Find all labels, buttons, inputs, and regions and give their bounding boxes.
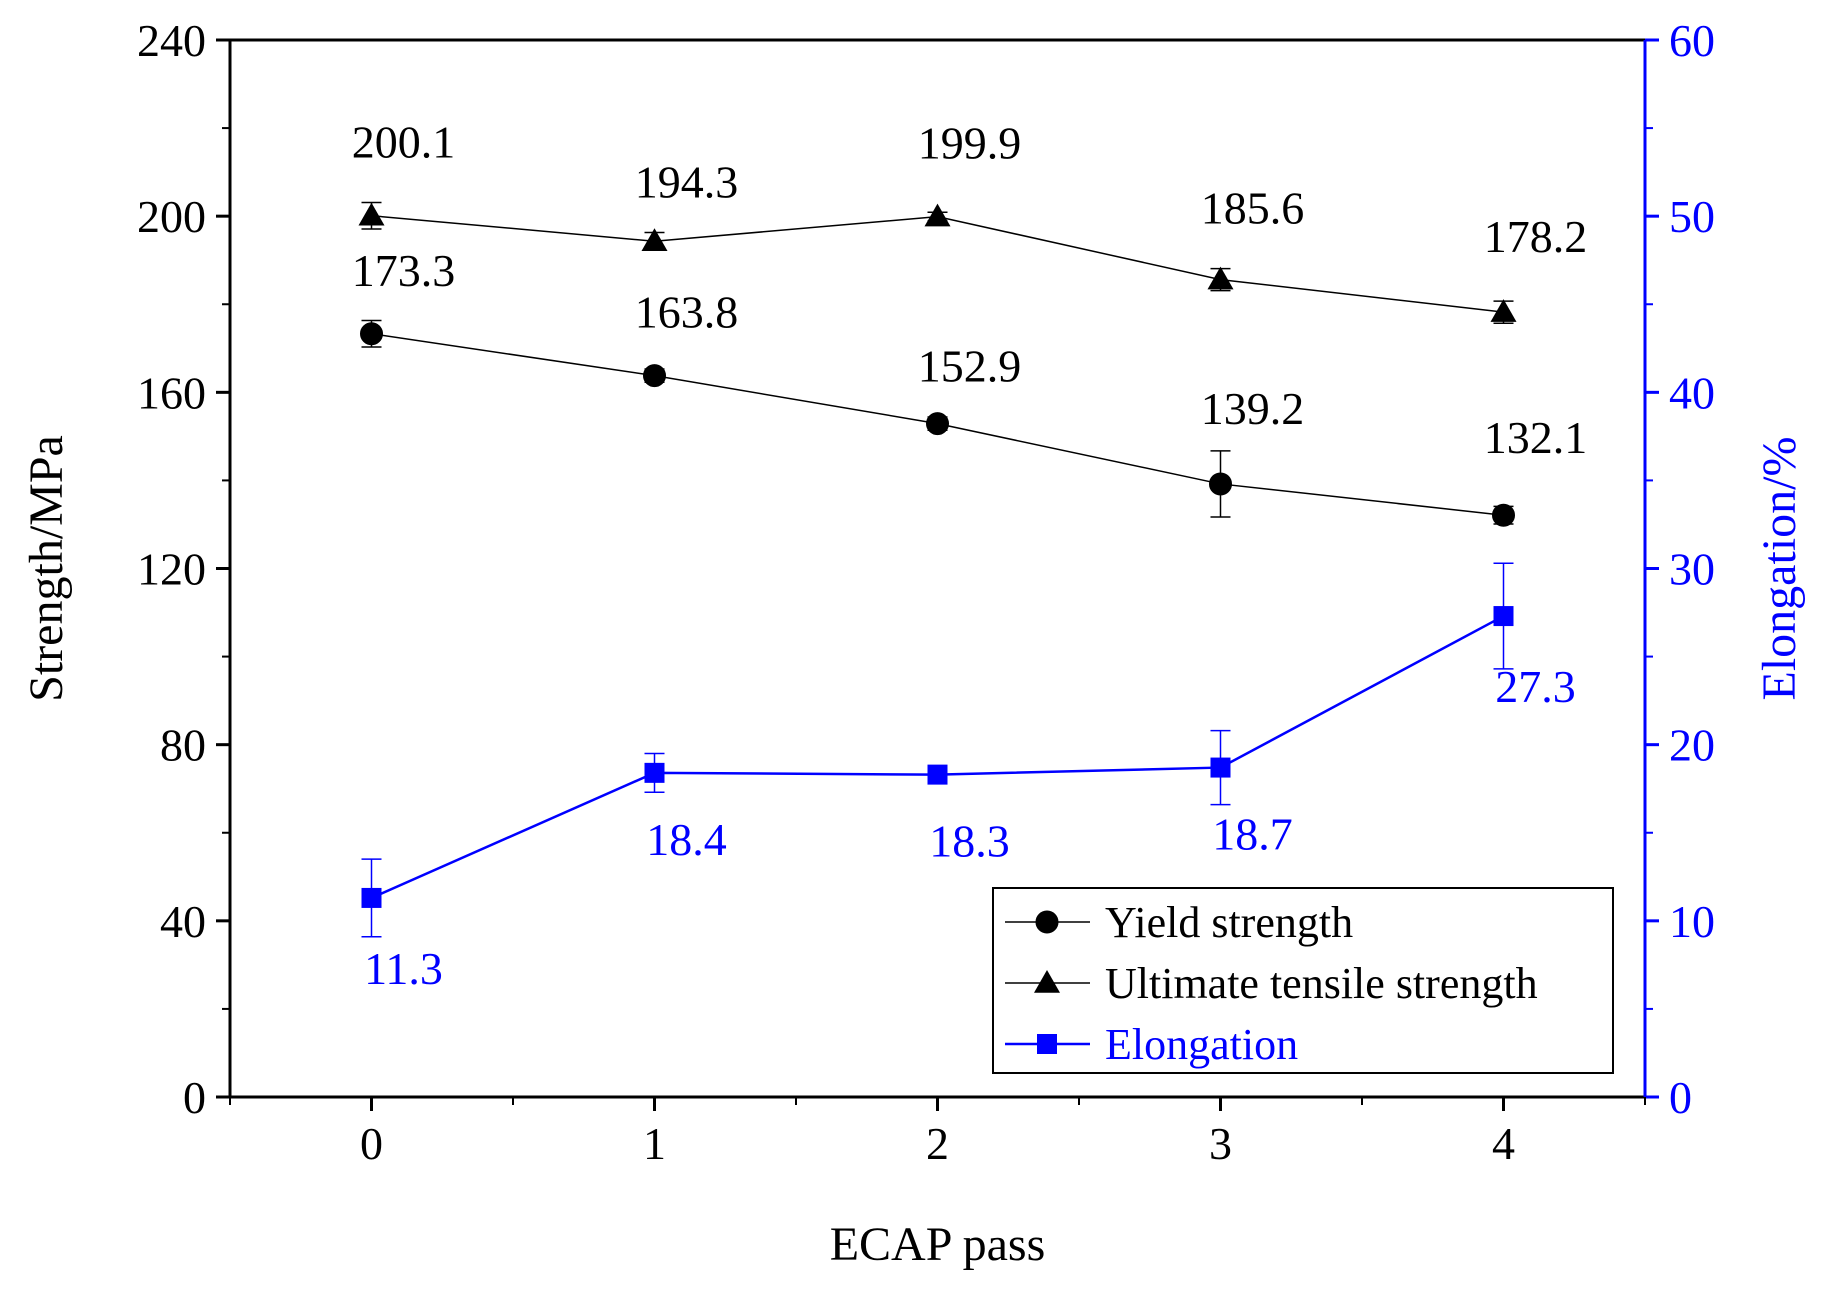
series-yield-strength [360, 319, 1515, 527]
left-axis-title: Strength/MPa [20, 435, 73, 702]
data-point-ultimate-tensile-strength [1490, 299, 1517, 322]
data-label-ultimate-tensile-strength: 200.1 [352, 117, 456, 168]
x-tick-label: 3 [1209, 1118, 1232, 1169]
data-point-yield-strength [1492, 503, 1515, 527]
data-label-elongation: 18.3 [929, 816, 1010, 867]
left-tick-label: 240 [137, 15, 206, 66]
data-label-elongation: 11.3 [364, 943, 443, 994]
legend-label-elongation: Elongation [1105, 1020, 1298, 1069]
series-line-ultimate-tensile-strength [371, 214, 1504, 313]
legend-label-ultimate-tensile-strength: Ultimate tensile strength [1105, 959, 1538, 1008]
data-point-elongation [1210, 757, 1231, 778]
data-point-yield-strength [1209, 472, 1232, 496]
data-label-ultimate-tensile-strength: 178.2 [1484, 211, 1588, 262]
left-tick-label: 160 [137, 367, 206, 418]
x-tick-label: 2 [926, 1118, 949, 1169]
right-tick-label: 60 [1669, 15, 1715, 66]
right-tick-label: 50 [1669, 191, 1715, 242]
data-label-yield-strength: 152.9 [918, 341, 1022, 392]
data-label-yield-strength: 163.8 [635, 287, 739, 338]
right-tick-label: 0 [1669, 1072, 1692, 1123]
right-tick-label: 10 [1669, 896, 1715, 947]
x-tick-label: 1 [643, 1118, 666, 1169]
series-layer [358, 201, 1517, 938]
legend: Yield strength Ultimate tensile strength E… [992, 887, 1614, 1074]
data-point-ultimate-tensile-strength [924, 203, 951, 227]
left-tick-label: 40 [160, 896, 206, 947]
data-label-yield-strength: 132.1 [1484, 412, 1588, 463]
right-tick-label: 30 [1669, 544, 1715, 595]
left-axis: 0 40 80 120 160 200 240 [137, 15, 230, 1123]
data-point-elongation [644, 762, 665, 783]
data-point-yield-strength [360, 322, 383, 346]
data-point-yield-strength [643, 364, 666, 388]
series-elongation [361, 562, 1514, 938]
data-label-ultimate-tensile-strength: 185.6 [1201, 183, 1305, 234]
x-axis: 0 1 2 3 4 [229, 1097, 1646, 1169]
right-tick-label: 20 [1669, 720, 1715, 771]
legend-marker-ultimate-tensile-strength [1034, 970, 1060, 993]
data-label-ultimate-tensile-strength: 199.9 [918, 118, 1022, 169]
labels-layer: 173.3 163.8 152.9 139.2 132.1 200.1 194.3 199.9… [352, 117, 1588, 994]
data-label-yield-strength: 139.2 [1201, 383, 1305, 434]
data-point-ultimate-tensile-strength [641, 228, 668, 252]
left-tick-label: 120 [137, 544, 206, 595]
x-tick-label: 4 [1492, 1118, 1515, 1169]
data-point-elongation [927, 764, 948, 785]
data-point-ultimate-tensile-strength [1207, 266, 1234, 290]
legend-label-yield-strength: Yield strength [1105, 898, 1353, 947]
left-tick-label: 0 [183, 1072, 206, 1123]
data-point-ultimate-tensile-strength [358, 202, 385, 226]
data-label-elongation: 18.7 [1212, 809, 1293, 860]
data-point-elongation [1493, 606, 1514, 627]
left-tick-label: 80 [160, 720, 206, 771]
right-axis: 0 10 20 30 40 50 60 [1645, 15, 1715, 1123]
legend-marker-yield-strength [1035, 910, 1059, 934]
data-label-elongation: 18.4 [646, 814, 727, 865]
legend-marker-elongation [1037, 1034, 1057, 1054]
left-tick-label: 200 [137, 191, 206, 242]
legend-box [992, 887, 1614, 1074]
data-label-ultimate-tensile-strength: 194.3 [635, 156, 739, 207]
series-ultimate-tensile-strength [358, 201, 1517, 324]
data-point-elongation [361, 887, 382, 908]
data-point-yield-strength [926, 412, 949, 436]
data-label-yield-strength: 173.3 [352, 245, 456, 296]
right-axis-title: Elongation/% [1753, 437, 1806, 701]
x-axis-title: ECAP pass [830, 1218, 1046, 1271]
x-tick-label: 0 [360, 1118, 383, 1169]
right-tick-label: 40 [1669, 367, 1715, 418]
data-label-elongation: 27.3 [1495, 661, 1576, 712]
